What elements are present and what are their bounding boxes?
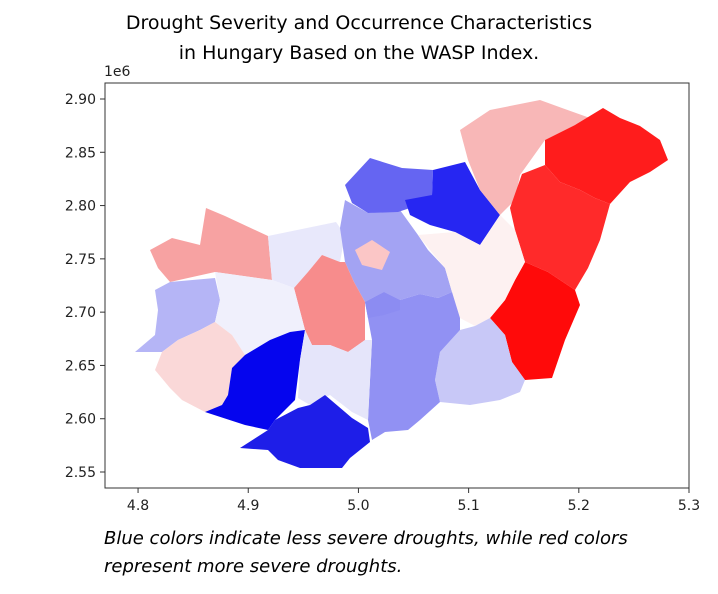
- region-fejer: [294, 255, 365, 352]
- x-tick-label: 4.9: [237, 498, 259, 514]
- y-tick-label: 2.65: [65, 358, 96, 374]
- map-regions: [135, 100, 668, 468]
- region-tolna: [298, 330, 372, 420]
- x-tick-label: 5.0: [347, 498, 369, 514]
- x-axis-ticks: 4.8 4.9 5.0 5.1 5.2 5.3: [127, 488, 700, 514]
- y-tick-label: 2.60: [65, 412, 96, 428]
- y-axis-ticks: 2.90 2.85 2.80 2.75 2.70 2.65 2.60 2.55: [65, 92, 105, 481]
- x-tick-label: 4.8: [127, 498, 149, 514]
- region-heves: [405, 162, 500, 245]
- region-zala: [155, 322, 245, 412]
- region-borsod-abauj-zemplen-west: [460, 100, 590, 215]
- y-tick-label: 2.85: [65, 145, 96, 161]
- x-tick-label: 5.3: [678, 498, 700, 514]
- region-baranya: [240, 395, 370, 468]
- y-tick-label: 2.80: [65, 199, 96, 215]
- region-pest-north: [340, 200, 452, 302]
- y-tick-label: 2.70: [65, 305, 96, 321]
- region-hajdu-bihar: [490, 262, 580, 380]
- y-tick-label: 2.55: [65, 465, 96, 481]
- x-tick-label: 5.1: [457, 498, 479, 514]
- x-tick-label: 5.2: [568, 498, 590, 514]
- region-csongrad: [365, 292, 460, 440]
- region-bacs-kiskun-north: [365, 292, 400, 318]
- y-tick-label: 2.75: [65, 252, 96, 268]
- region-budapest: [355, 240, 390, 270]
- chart-title-line-1: Drought Severity and Occurrence Characte…: [125, 12, 593, 34]
- choropleth-map: 1e6 1e6 2.902.852.802.752.702.652.602.55…: [65, 64, 700, 514]
- axes-frame: [104, 82, 690, 489]
- region-bekes: [435, 318, 525, 405]
- region-szabolcs-szatmar-bereg: [510, 165, 610, 290]
- region-borsod-abauj-zemplen-east: [545, 108, 668, 204]
- region-vas: [135, 278, 220, 352]
- chart-title-line-2: in Hungary Based on the WASP Index.: [178, 42, 540, 64]
- region-veszprem: [215, 272, 305, 355]
- region-gyor-moson-sopron: [150, 208, 272, 282]
- region-somogy: [205, 330, 305, 430]
- region-komarom-esztergom: [268, 222, 345, 288]
- caption-line-2: represent more severe droughts.: [104, 556, 403, 577]
- caption-line-1: Blue colors indicate less severe drought…: [104, 528, 628, 549]
- region-jasz-nagykun-szolnok: [418, 215, 525, 326]
- y-offset-label: 1e6: [104, 64, 131, 80]
- y-tick-label: 2.90: [65, 92, 96, 108]
